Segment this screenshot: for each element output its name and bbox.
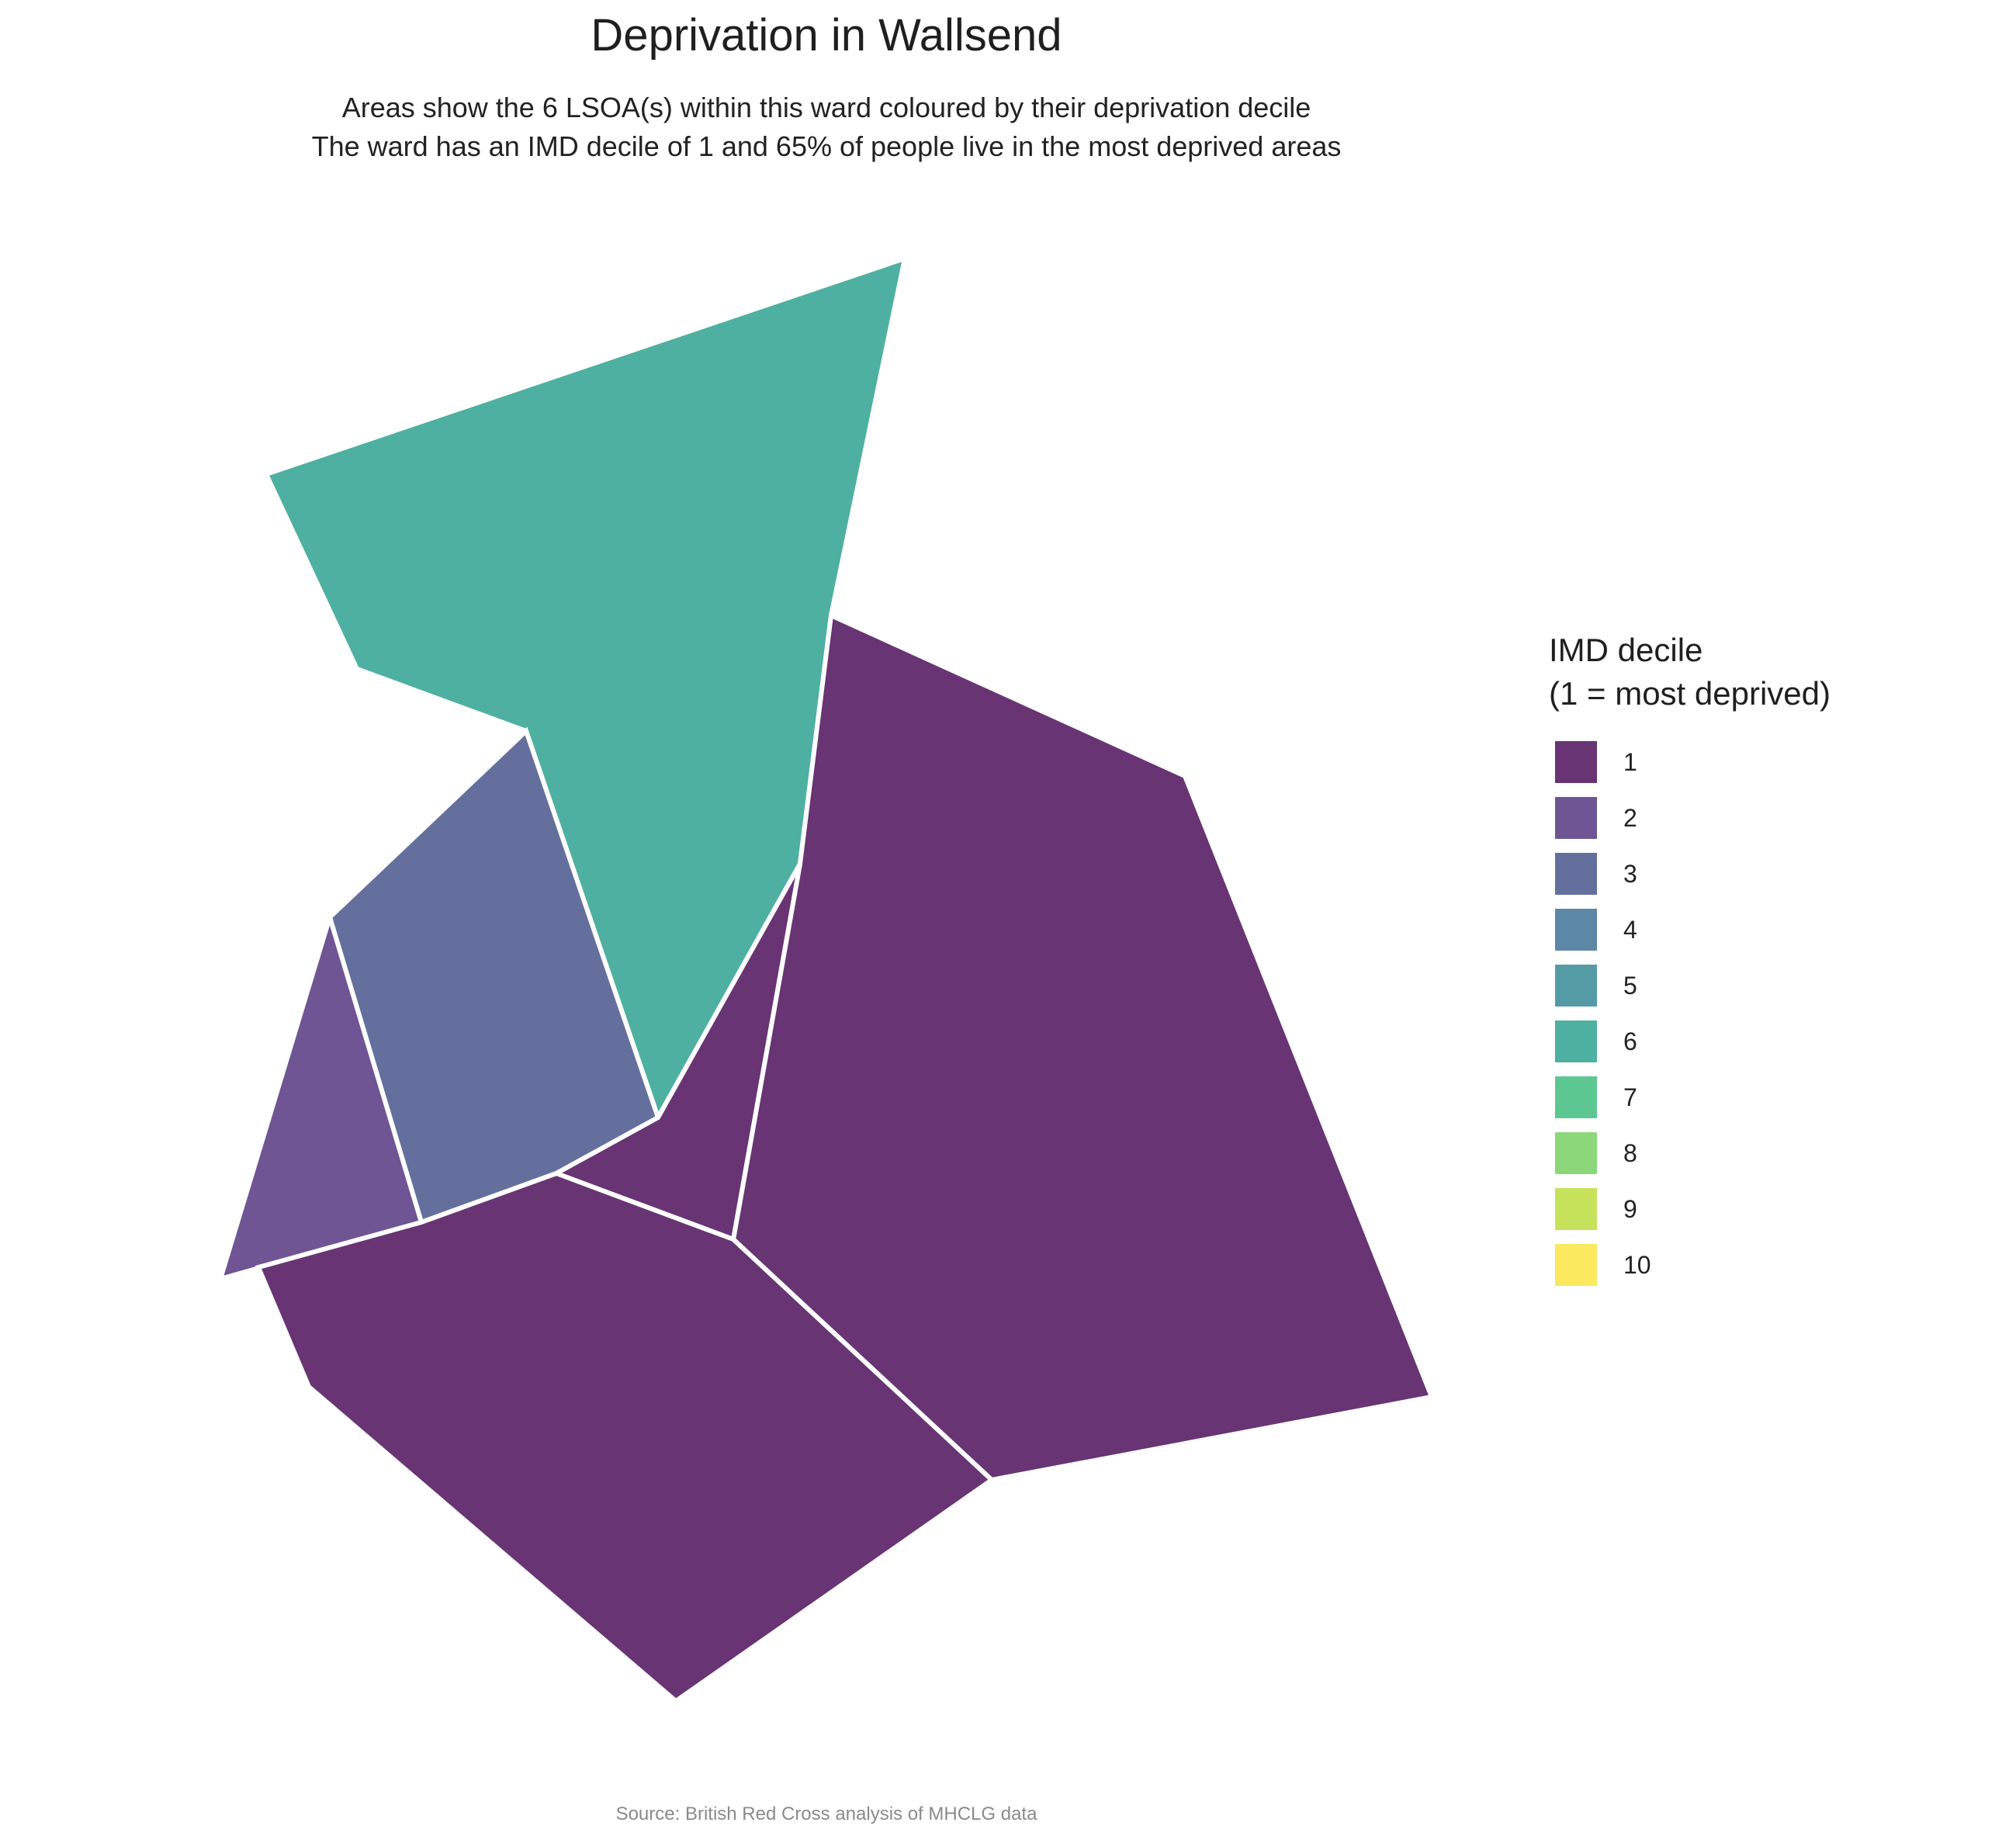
- legend-items: 1 2 3 4 5 6 7 8: [1549, 734, 1831, 1293]
- legend-swatch: [1555, 1132, 1597, 1174]
- legend-label: 3: [1623, 859, 1637, 888]
- legend-item-5: 5: [1549, 958, 1831, 1014]
- legend-item-3: 3: [1549, 846, 1831, 902]
- legend-label: 1: [1623, 747, 1637, 776]
- subtitle-line-2: The ward has an IMD decile of 1 and 65% …: [311, 130, 1342, 162]
- legend-label: 6: [1623, 1027, 1637, 1055]
- legend-label: 4: [1623, 915, 1637, 944]
- legend-swatch: [1555, 741, 1597, 783]
- legend-swatch: [1555, 965, 1597, 1007]
- legend-swatch: [1555, 1076, 1597, 1118]
- legend-item-1: 1: [1549, 734, 1831, 790]
- legend-item-8: 8: [1549, 1125, 1831, 1181]
- legend-label: 5: [1623, 971, 1637, 1000]
- legend-item-7: 7: [1549, 1069, 1831, 1125]
- legend-item-6: 6: [1549, 1014, 1831, 1069]
- legend-swatch: [1555, 1244, 1597, 1286]
- legend-item-9: 9: [1549, 1181, 1831, 1237]
- legend-swatch: [1555, 1020, 1597, 1062]
- legend-item-2: 2: [1549, 790, 1831, 846]
- legend-swatch: [1555, 909, 1597, 951]
- legend-swatch: [1555, 1188, 1597, 1230]
- chart-title: Deprivation in Wallsend: [591, 10, 1062, 61]
- legend-label: 2: [1623, 803, 1637, 832]
- legend-swatch: [1555, 853, 1597, 895]
- legend-item-4: 4: [1549, 902, 1831, 958]
- legend-title-line-2: (1 = most deprived): [1549, 675, 1831, 712]
- legend-label: 8: [1623, 1138, 1637, 1167]
- legend-label: 10: [1623, 1250, 1651, 1279]
- legend-swatch: [1555, 797, 1597, 839]
- legend-title-line-1: IMD decile: [1549, 632, 1703, 668]
- subtitle-line-1: Areas show the 6 LSOA(s) within this war…: [341, 92, 1311, 123]
- source-caption: Source: British Red Cross analysis of MH…: [615, 1804, 1037, 1824]
- legend-label: 7: [1623, 1083, 1637, 1111]
- legend-label: 9: [1623, 1194, 1637, 1223]
- legend-item-10: 10: [1549, 1237, 1831, 1293]
- lsoa-area-decile-1-south: [255, 1170, 996, 1704]
- legend: IMD decile (1 = most deprived) 1 2 3 4 5…: [1549, 629, 1831, 1293]
